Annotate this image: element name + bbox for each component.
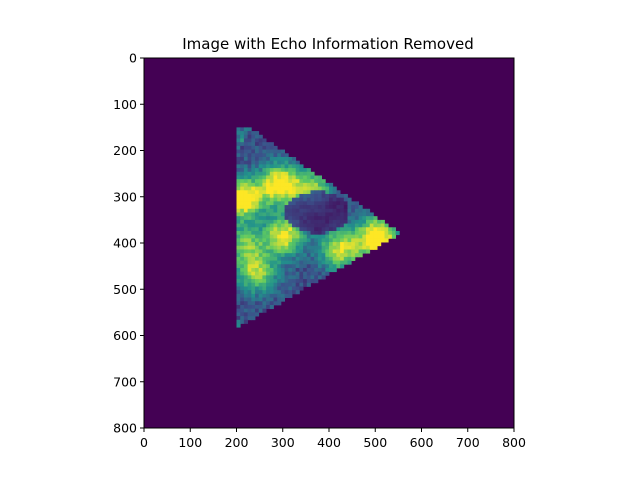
x-tick-label: 300	[271, 435, 295, 450]
x-tick-label: 200	[225, 435, 249, 450]
y-tick-label: 300	[113, 189, 137, 204]
x-tick-label: 700	[456, 435, 480, 450]
y-axis: 0 100 200 300 400 500 600 700 800	[113, 51, 144, 436]
y-tick-label: 100	[113, 97, 137, 112]
chart-title: Image with Echo Information Removed	[182, 35, 474, 53]
x-axis: 0 100 200 300 400 500 600 700 800	[140, 428, 526, 450]
ultrasound-sector-image	[236, 127, 400, 328]
x-tick-label: 500	[363, 435, 387, 450]
y-tick-label: 400	[113, 236, 137, 251]
y-tick-label: 0	[129, 51, 137, 66]
y-tick-label: 600	[113, 328, 137, 343]
x-tick-label: 600	[410, 435, 434, 450]
y-tick-label: 700	[113, 374, 137, 389]
plot-area	[143, 57, 515, 429]
x-tick-label: 100	[178, 435, 202, 450]
x-tick-label: 800	[502, 435, 526, 450]
y-tick-label: 800	[113, 421, 137, 436]
x-tick-label: 0	[140, 435, 148, 450]
y-tick-label: 500	[113, 282, 137, 297]
x-tick-label: 400	[317, 435, 341, 450]
y-tick-label: 200	[113, 143, 137, 158]
